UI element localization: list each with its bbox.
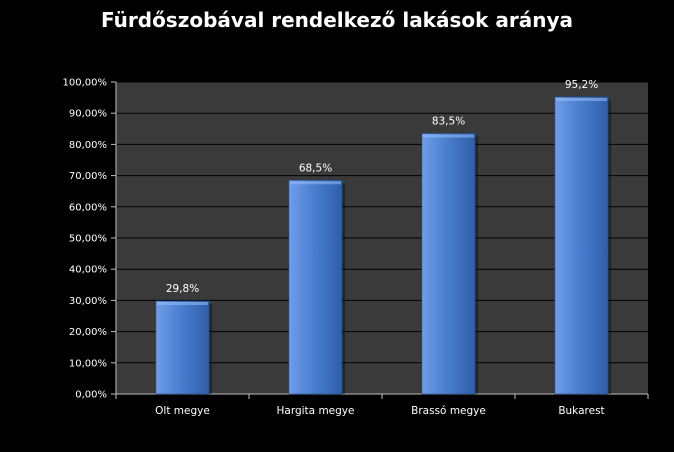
x-category-label: Brassó megye (411, 405, 486, 417)
bars (155, 96, 612, 395)
bar (288, 179, 343, 395)
bar (554, 96, 609, 395)
y-tick-label: 40,00% (69, 265, 107, 276)
bar (155, 300, 210, 395)
bar (421, 133, 476, 395)
y-tick-label: 50,00% (69, 234, 107, 245)
y-tick-label: 100,00% (63, 78, 108, 89)
bar-highlight (289, 181, 342, 185)
bar-highlight (422, 134, 475, 138)
x-category-label: Olt megye (155, 405, 210, 417)
y-tick-label: 90,00% (69, 109, 107, 120)
data-label: 83,5% (432, 115, 465, 127)
chart-title: Fürdőszobával rendelkező lakások aránya (100, 8, 574, 32)
labels: 0,00% 10,00% 20,00% 30,00% 40,00% 50,00% 60,00… (63, 78, 605, 418)
y-tick-label: 10,00% (69, 358, 107, 369)
y-tick-label: 70,00% (69, 171, 107, 182)
data-label: 29,8% (166, 283, 199, 295)
y-tick-label: 20,00% (69, 327, 107, 338)
y-tick-label: 0,00% (75, 390, 107, 401)
y-tick-label: 80,00% (69, 140, 107, 151)
data-label: 68,5% (299, 162, 332, 174)
x-category-label: Bukarest (558, 405, 604, 417)
bar-highlight (555, 97, 608, 101)
bar-highlight (156, 302, 209, 306)
x-category-label: Hargita megye (277, 405, 355, 417)
y-tick-label: 30,00% (69, 296, 107, 307)
y-tick-label: 60,00% (69, 202, 107, 213)
data-label: 95,2% (565, 79, 598, 91)
